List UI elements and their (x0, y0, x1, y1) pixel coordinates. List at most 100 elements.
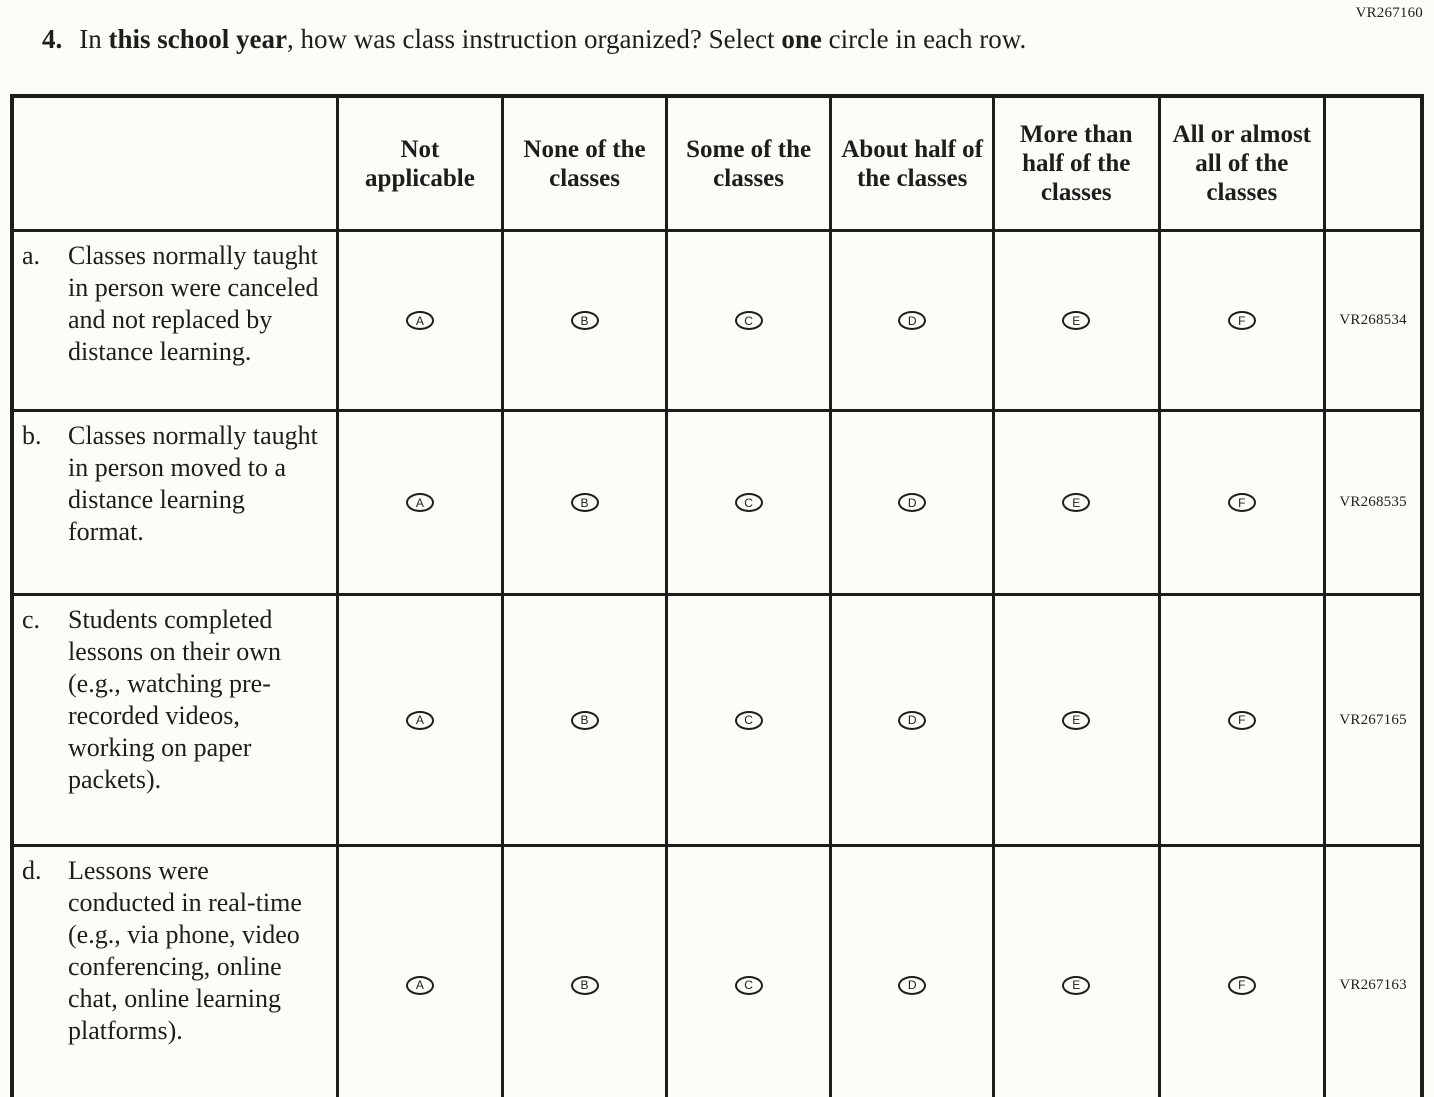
row-c-cell-none: B (501, 593, 668, 847)
row-d-cell-some: C (664, 844, 833, 1097)
bubble-b-more-than-half[interactable]: E (1062, 493, 1091, 512)
bubble-c-not-applicable[interactable]: A (405, 710, 434, 730)
bubble-letter: A (415, 495, 424, 510)
row-a-cell-all: F (1157, 229, 1327, 412)
bubble-letter: C (744, 713, 753, 727)
bubble-letter: D (907, 713, 917, 727)
bubble-letter: E (1072, 978, 1081, 992)
header-some: Some of the classes (664, 94, 833, 232)
row-b-cell-not-applicable: A (335, 409, 505, 596)
question-bold-word: one (781, 24, 822, 54)
row-d-text: Lessons were conducted in real-time (e.g… (68, 856, 302, 1045)
bubble-a-about-half[interactable]: D (898, 311, 927, 330)
question-prefix: In (79, 24, 109, 54)
question-bold-phrase: this school year (108, 24, 288, 54)
row-b-letter: b. (22, 421, 42, 450)
row-a-vr-code: VR268534 (1323, 229, 1424, 412)
row-b-cell-all: F (1157, 409, 1327, 596)
bubble-letter: E (1072, 495, 1081, 510)
bubble-letter: D (907, 313, 917, 328)
row-d-letter: d. (22, 856, 42, 885)
bubble-letter: C (744, 495, 753, 510)
grid-row-a: a. Classes normally taught in person wer… (10, 229, 1424, 412)
header-all: All or almost all of the classes (1157, 94, 1327, 232)
bubble-letter: B (580, 495, 589, 510)
question-middle: , how was class instruction organized? S… (287, 24, 782, 54)
header-none: None of the classes (501, 94, 668, 232)
header-not-applicable: Not applicable (335, 94, 505, 232)
bubble-letter: F (1238, 978, 1246, 992)
bubble-b-some[interactable]: C (734, 493, 763, 512)
bubble-b-about-half[interactable]: D (898, 493, 927, 512)
bubble-a-more-than-half[interactable]: E (1062, 311, 1091, 330)
row-a-cell-not-applicable: A (335, 229, 505, 412)
question-text: In this school year, how was class instr… (79, 22, 1026, 56)
row-c-cell-more-than-half: E (991, 593, 1161, 847)
row-c-vr-code: VR267165 (1323, 593, 1424, 847)
row-b-cell-more-than-half: E (991, 409, 1161, 596)
header-row: Not applicable None of the classes Some … (10, 94, 1424, 232)
bubble-b-none[interactable]: B (570, 493, 599, 512)
bubble-letter: E (1072, 313, 1081, 328)
bubble-letter: F (1238, 495, 1246, 510)
bubble-d-none[interactable]: B (570, 975, 599, 995)
row-a-cell-about-half: D (829, 229, 995, 412)
row-d-cell-none: B (501, 844, 668, 1097)
row-b-cell-about-half: D (829, 409, 995, 596)
bubble-a-all[interactable]: F (1227, 311, 1256, 330)
bubble-d-some[interactable]: C (734, 975, 763, 995)
bubble-letter: F (1238, 713, 1246, 727)
row-c-cell-about-half: D (829, 593, 995, 847)
row-a-label-cell: a. Classes normally taught in person wer… (10, 229, 339, 412)
row-c-cell-not-applicable: A (335, 593, 505, 847)
bubble-d-more-than-half[interactable]: E (1062, 975, 1091, 995)
row-b-label-cell: b. Classes normally taught in person mov… (10, 409, 339, 596)
header-about-half: About half of the classes (829, 94, 995, 232)
bubble-a-some[interactable]: C (734, 311, 763, 330)
bubble-c-all[interactable]: F (1227, 710, 1256, 730)
row-c-cell-all: F (1157, 593, 1327, 847)
grid-row-b: b. Classes normally taught in person mov… (10, 409, 1424, 596)
bubble-b-all[interactable]: F (1227, 493, 1256, 512)
question-number: 4. (42, 24, 63, 54)
bubble-letter: A (415, 713, 424, 727)
bubble-c-some[interactable]: C (734, 710, 763, 730)
bubble-d-about-half[interactable]: D (898, 975, 927, 995)
bubble-letter: B (580, 713, 589, 727)
grid-row-d: d. Lessons were conducted in real-time (… (10, 844, 1424, 1097)
bubble-letter: E (1072, 713, 1081, 727)
bubble-b-not-applicable[interactable]: A (405, 493, 434, 512)
row-b-vr-code: VR268535 (1323, 409, 1424, 596)
row-c-text: Students completed lessons on their own … (68, 605, 282, 794)
row-b-text: Classes normally taught in person moved … (68, 421, 318, 546)
bubble-d-not-applicable[interactable]: A (405, 975, 434, 995)
header-more-than-half: More than half of the classes (991, 94, 1161, 232)
bubble-letter: C (744, 978, 753, 992)
row-c-cell-some: C (664, 593, 833, 847)
bubble-c-more-than-half[interactable]: E (1062, 710, 1091, 730)
bubble-letter: B (580, 978, 589, 992)
question-suffix: circle in each row. (821, 24, 1027, 54)
form-code: VR267160 (1355, 5, 1423, 21)
row-c-label-cell: c. Students completed lessons on their o… (10, 593, 339, 847)
bubble-d-all[interactable]: F (1227, 975, 1256, 995)
bubble-a-none[interactable]: B (570, 311, 599, 330)
row-c-letter: c. (22, 605, 41, 634)
bubble-c-about-half[interactable]: D (898, 710, 927, 730)
row-a-cell-none: B (501, 229, 668, 412)
bubble-letter: C (744, 313, 753, 328)
row-d-cell-about-half: D (829, 844, 995, 1097)
grid-row-c: c. Students completed lessons on their o… (10, 593, 1424, 847)
bubble-letter: D (907, 495, 917, 510)
row-d-cell-more-than-half: E (991, 844, 1161, 1097)
row-b-cell-some: C (664, 409, 833, 596)
bubble-letter: A (415, 313, 424, 328)
row-a-text: Classes normally taught in person were c… (68, 241, 319, 366)
header-empty-label (10, 94, 339, 232)
bubble-c-none[interactable]: B (570, 710, 599, 730)
bubble-letter: D (907, 978, 917, 992)
row-b-cell-none: B (501, 409, 668, 596)
row-d-cell-not-applicable: A (335, 844, 505, 1097)
bubble-a-not-applicable[interactable]: A (405, 311, 434, 330)
